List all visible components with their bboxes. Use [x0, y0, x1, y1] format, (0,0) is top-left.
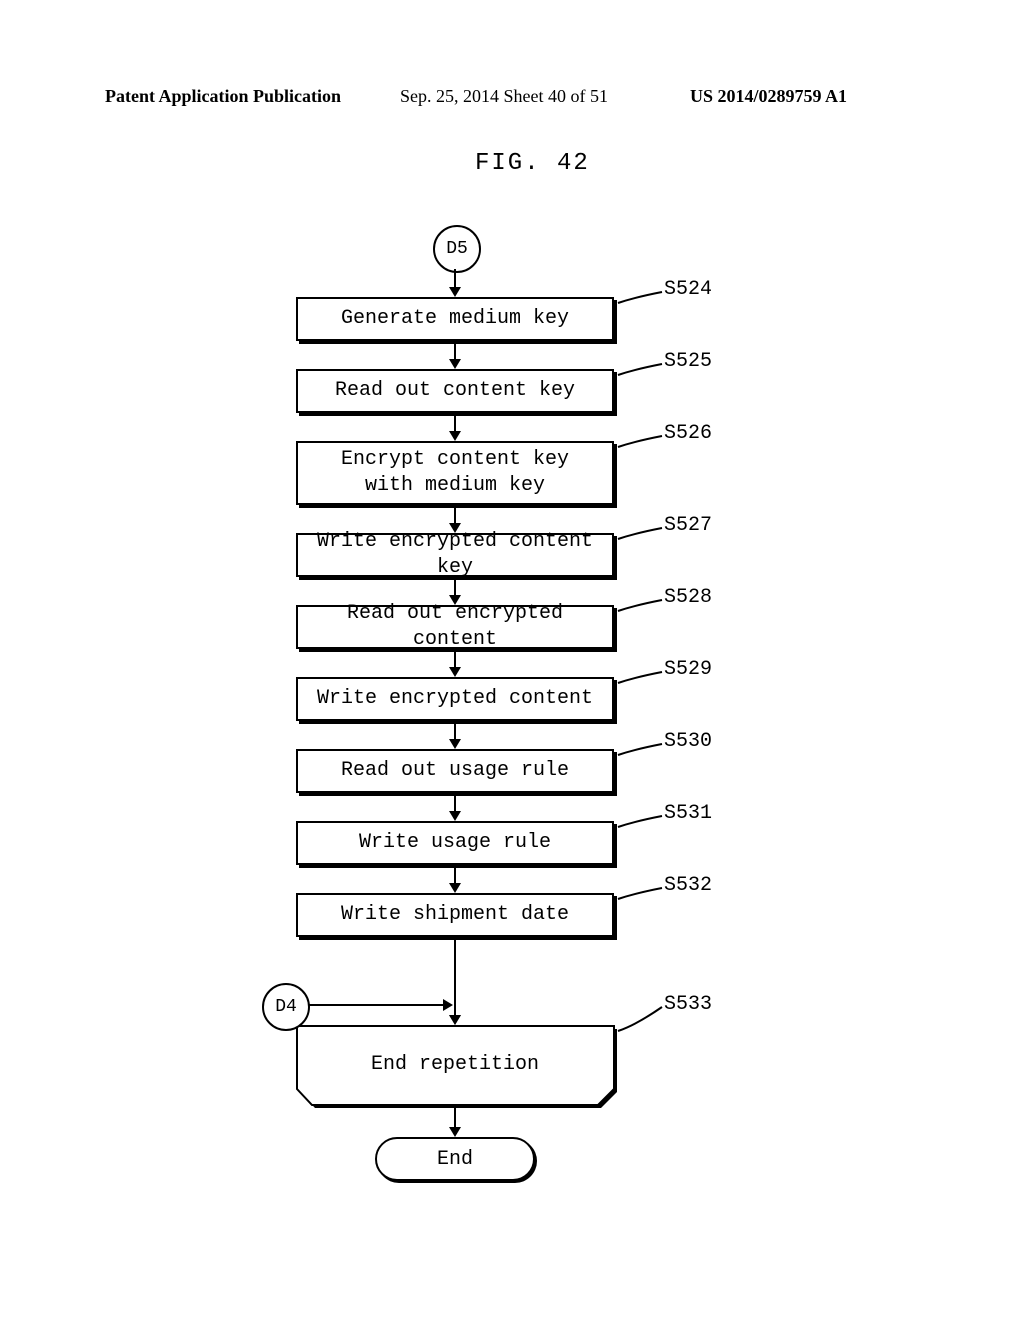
- loop-end-label: End repetition: [296, 1053, 614, 1076]
- label-leader: [616, 290, 690, 321]
- process-box: Write encrypted content key: [296, 533, 614, 577]
- loop-end-box: End repetition: [296, 1025, 614, 1105]
- flow-line: [454, 940, 456, 1005]
- label-leader: [616, 670, 690, 701]
- flow-arrow: [449, 1005, 461, 1025]
- flow-arrow: [449, 652, 461, 677]
- connector-d4: D4: [262, 983, 310, 1031]
- connector-d5: D5: [433, 225, 481, 273]
- figure-label: FIG. 42: [475, 150, 590, 177]
- header-mid: Sep. 25, 2014 Sheet 40 of 51: [400, 86, 608, 107]
- label-leader: [616, 1005, 690, 1049]
- header-left: Patent Application Publication: [105, 86, 341, 107]
- process-box: Read out encrypted content: [296, 605, 614, 649]
- flow-arrow: [449, 724, 461, 749]
- label-leader: [616, 362, 690, 393]
- flow-arrow: [449, 1108, 461, 1137]
- flow-arrow: [449, 269, 461, 297]
- flow-arrow: [449, 344, 461, 369]
- process-box: Generate medium key: [296, 297, 614, 341]
- flow-arrow: [449, 416, 461, 441]
- label-leader: [616, 814, 690, 845]
- terminal-end: End: [375, 1137, 535, 1181]
- label-leader: [616, 886, 690, 917]
- label-leader: [616, 434, 690, 465]
- process-box: Write shipment date: [296, 893, 614, 937]
- header-right: US 2014/0289759 A1: [690, 86, 847, 107]
- process-box: Write encrypted content: [296, 677, 614, 721]
- flow-line: [308, 1004, 447, 1006]
- process-box: Write usage rule: [296, 821, 614, 865]
- process-box: Encrypt content key with medium key: [296, 441, 614, 505]
- process-box: Read out usage rule: [296, 749, 614, 793]
- label-leader: [616, 598, 690, 629]
- label-leader: [616, 742, 690, 773]
- label-leader: [616, 526, 690, 557]
- flow-arrow: [449, 796, 461, 821]
- process-box: Read out content key: [296, 369, 614, 413]
- flow-arrow: [449, 868, 461, 893]
